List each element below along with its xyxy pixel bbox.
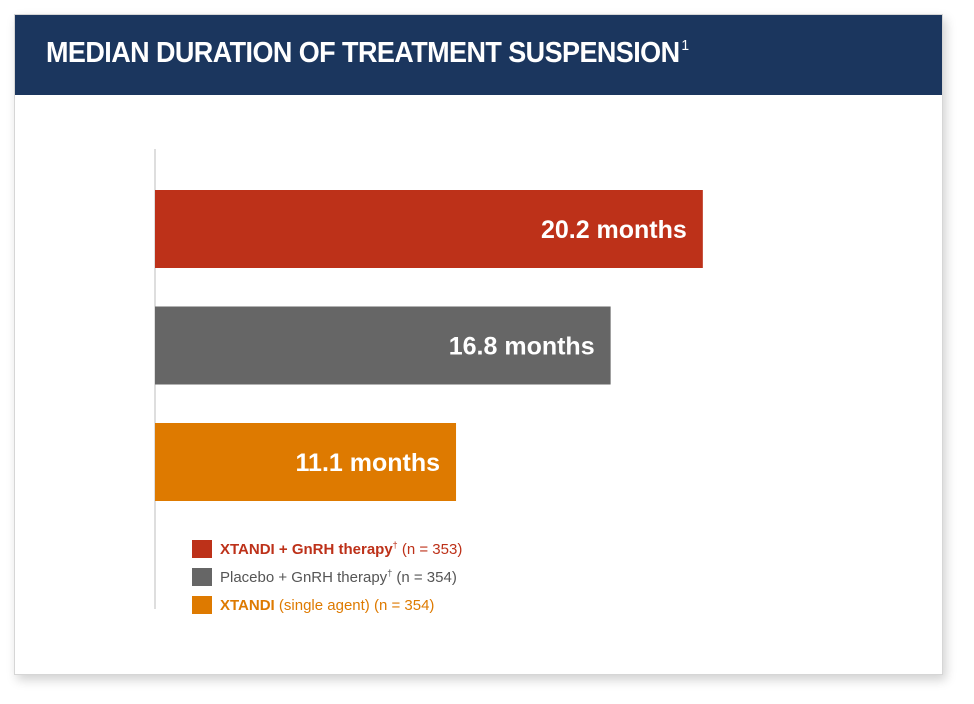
legend-label-n: (n = 354) xyxy=(392,569,457,586)
legend-label-n: (single agent) (n = 354) xyxy=(274,596,435,614)
chart-card: MEDIAN DURATION OF TREATMENT SUSPENSION 1… xyxy=(14,14,943,675)
bar-value-label-0: 20.2 months xyxy=(541,216,687,244)
legend-label: Placebo + GnRH therapy† (n = 354) xyxy=(220,568,457,586)
bar-value-label-2: 11.1 months xyxy=(296,449,441,477)
legend-label-n: (n = 353) xyxy=(397,541,463,558)
legend-label-strong: XTANDI xyxy=(220,596,275,614)
bar-1 xyxy=(155,306,611,385)
legend-label-plain: Placebo + GnRH therapy xyxy=(220,569,388,586)
legend-item-placebo-gnrh: Placebo + GnRH therapy† (n = 354) xyxy=(192,563,462,591)
header-banner: MEDIAN DURATION OF TREATMENT SUSPENSION 1 xyxy=(15,15,942,95)
legend-label: XTANDI + GnRH therapy† (n = 353) xyxy=(220,540,462,558)
bar-value-label-1: 16.8 months xyxy=(449,333,595,361)
legend-dagger: † xyxy=(387,568,393,578)
bar-0 xyxy=(155,190,703,268)
legend-dagger: † xyxy=(392,540,398,550)
legend-label: XTANDI (single agent) (n = 354) xyxy=(220,597,434,614)
legend-swatch xyxy=(192,568,212,586)
legend: XTANDI + GnRH therapy† (n = 353) Placebo… xyxy=(192,535,462,619)
legend-item-xtandi-gnrh: XTANDI + GnRH therapy† (n = 353) xyxy=(192,535,462,563)
chart-title: MEDIAN DURATION OF TREATMENT SUSPENSION 1 xyxy=(46,37,689,70)
title-footnote-ref: 1 xyxy=(681,37,689,54)
bar-chart-svg: 20.2 months 16.8 months 11.1 months xyxy=(154,149,703,609)
legend-item-xtandi-single: XTANDI (single agent) (n = 354) xyxy=(192,591,462,619)
legend-swatch xyxy=(192,540,212,558)
legend-swatch xyxy=(192,596,212,614)
legend-label-strong: XTANDI + GnRH therapy xyxy=(220,541,393,558)
bar-2 xyxy=(155,423,457,501)
bar-chart: 20.2 months 16.8 months 11.1 months XTANDI… xyxy=(15,95,944,676)
chart-title-text: MEDIAN DURATION OF TREATMENT SUSPENSION xyxy=(46,37,680,69)
